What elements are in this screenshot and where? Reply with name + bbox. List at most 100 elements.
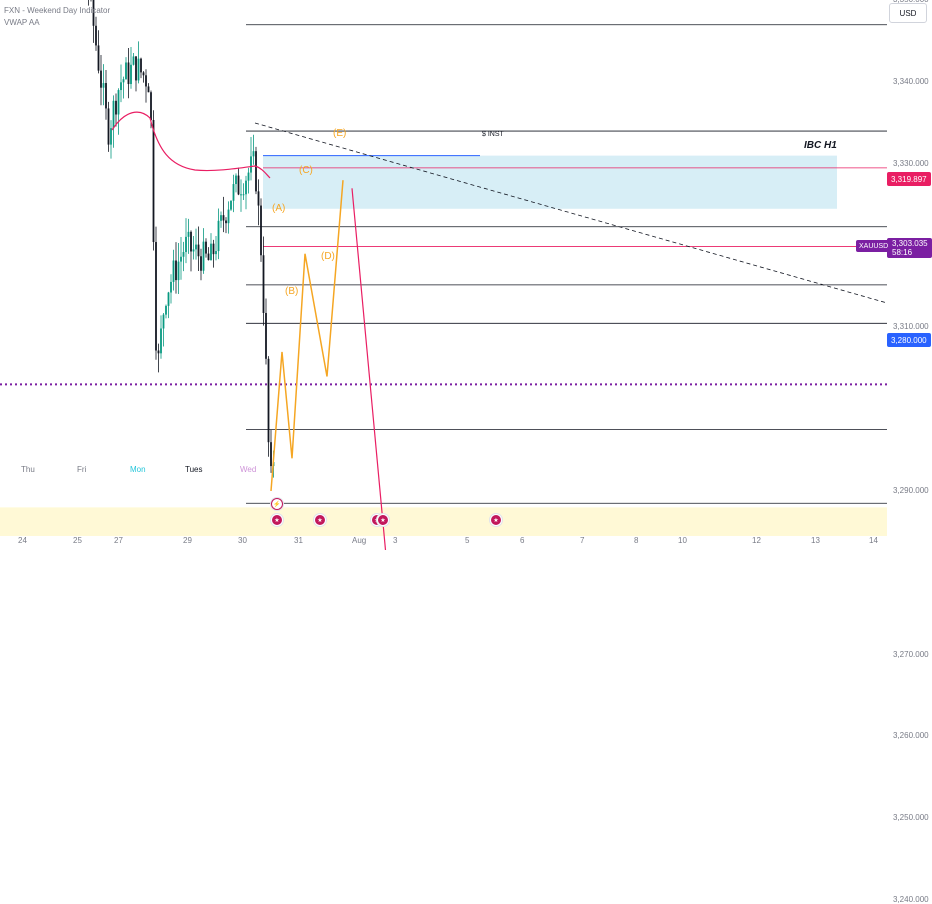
- candle-body: [185, 236, 187, 253]
- candle-body: [102, 83, 105, 88]
- candle-body: [92, 0, 95, 26]
- candle-body: [265, 312, 267, 359]
- ibc-h1-zone: [263, 155, 837, 209]
- time-tick-label: 5: [465, 536, 470, 545]
- candle-body: [147, 86, 150, 93]
- ibc-zone-label: IBC H1: [804, 140, 837, 151]
- time-tick-label: Aug: [352, 536, 367, 545]
- overlay-layer: [111, 111, 387, 550]
- us-flag-event-icon[interactable]: ★: [271, 514, 283, 526]
- price-tick-label: 3,290.000: [893, 486, 929, 495]
- candle-body: [240, 194, 242, 196]
- session-day-fri: Fri: [77, 465, 87, 474]
- current-price-tag: 3,303.035 58:16: [887, 238, 932, 258]
- candle-body: [267, 358, 270, 443]
- candle-body: [152, 120, 155, 243]
- candle-body: [150, 92, 152, 121]
- currency-button[interactable]: USD: [889, 3, 927, 23]
- candle-body: [100, 70, 102, 88]
- vwap-line: [111, 111, 271, 179]
- candle-body: [260, 205, 262, 256]
- candle-body: [232, 184, 235, 201]
- candle-body: [132, 56, 135, 65]
- candle-body: [222, 215, 225, 221]
- candle-body: [105, 83, 107, 109]
- time-tick-label: 10: [678, 536, 687, 545]
- candle-body: [270, 442, 272, 467]
- trendline-dashed: [254, 122, 888, 304]
- time-tick-label: 8: [634, 536, 639, 545]
- us-flag-event-icon[interactable]: ★: [377, 514, 389, 526]
- candle-body: [250, 156, 252, 173]
- candle-body: [167, 292, 170, 306]
- time-tick-label: 3: [393, 536, 398, 545]
- candle-body: [215, 251, 217, 255]
- candle-body: [247, 172, 250, 181]
- candle-body: [182, 252, 185, 257]
- candle-body: [210, 243, 212, 261]
- candle-body: [205, 241, 207, 254]
- us-flag-event-icon[interactable]: ★: [314, 514, 326, 526]
- session-day-thu: Thu: [21, 465, 35, 474]
- candle-body: [217, 220, 220, 252]
- zones-layer: [0, 155, 887, 536]
- indicator-label-vwap[interactable]: VWAP AA: [4, 18, 40, 27]
- candle-body: [122, 79, 125, 83]
- countdown-value: 58:16: [892, 248, 913, 257]
- time-tick-label: 30: [238, 536, 247, 545]
- current-price-value: 3,303.035: [892, 239, 928, 248]
- candle-body: [97, 45, 100, 71]
- candle-body: [195, 244, 197, 250]
- candle-body: [227, 209, 230, 224]
- price-tag-red: 3,319.897: [887, 172, 931, 186]
- time-tick-label: 12: [752, 536, 761, 545]
- candles-layer: [88, 0, 275, 478]
- candle-body: [242, 194, 245, 196]
- candle-body: [235, 175, 237, 185]
- time-tick-label: 25: [73, 536, 82, 545]
- candle-body: [165, 305, 167, 315]
- candle-body: [120, 82, 122, 91]
- inst-line-label: $ INST: [482, 131, 504, 138]
- lightning-event-icon[interactable]: ⚡: [271, 498, 283, 510]
- candle-body: [207, 253, 210, 261]
- candle-body: [262, 255, 265, 313]
- candle-body: [145, 75, 147, 87]
- candle-body: [135, 56, 137, 81]
- session-day-tues: Tues: [185, 465, 203, 474]
- candle-body: [95, 25, 97, 46]
- session-day-mon: Mon: [130, 465, 146, 474]
- time-tick-label: 14: [869, 536, 878, 545]
- candle-body: [175, 260, 177, 281]
- candle-body: [230, 200, 232, 210]
- candle-body: [172, 260, 175, 282]
- price-tick-label: 3,260.000: [893, 731, 929, 741]
- candle-body: [187, 231, 190, 237]
- time-tick-label: 6: [520, 536, 525, 545]
- yellow-top-band-zone: [0, 507, 887, 536]
- candle-body: [212, 243, 215, 255]
- wave-label-e: (E): [333, 128, 347, 139]
- session-day-wed: Wed: [240, 465, 257, 474]
- candle-body: [225, 220, 227, 224]
- candle-body: [142, 72, 145, 76]
- candle-body: [177, 261, 180, 281]
- time-tick-label: 7: [580, 536, 585, 545]
- candle-body: [255, 151, 257, 192]
- candle-body: [115, 100, 117, 115]
- time-tick-label: 13: [811, 536, 820, 545]
- candle-body: [112, 100, 115, 129]
- candle-body: [160, 328, 162, 354]
- time-tick-label: 24: [18, 536, 27, 545]
- price-chart[interactable]: [0, 0, 932, 550]
- time-tick-label: 29: [183, 536, 192, 545]
- candle-body: [110, 128, 112, 145]
- candle-body: [190, 231, 192, 252]
- us-flag-event-icon[interactable]: ★: [490, 514, 502, 526]
- candle-body: [155, 242, 157, 351]
- candle-body: [220, 215, 222, 221]
- candle-body: [200, 256, 202, 271]
- candle-body: [237, 175, 240, 195]
- indicator-label-weekend[interactable]: FXN - Weekend Day Indicator: [4, 6, 111, 15]
- time-tick-label: 31: [294, 536, 303, 545]
